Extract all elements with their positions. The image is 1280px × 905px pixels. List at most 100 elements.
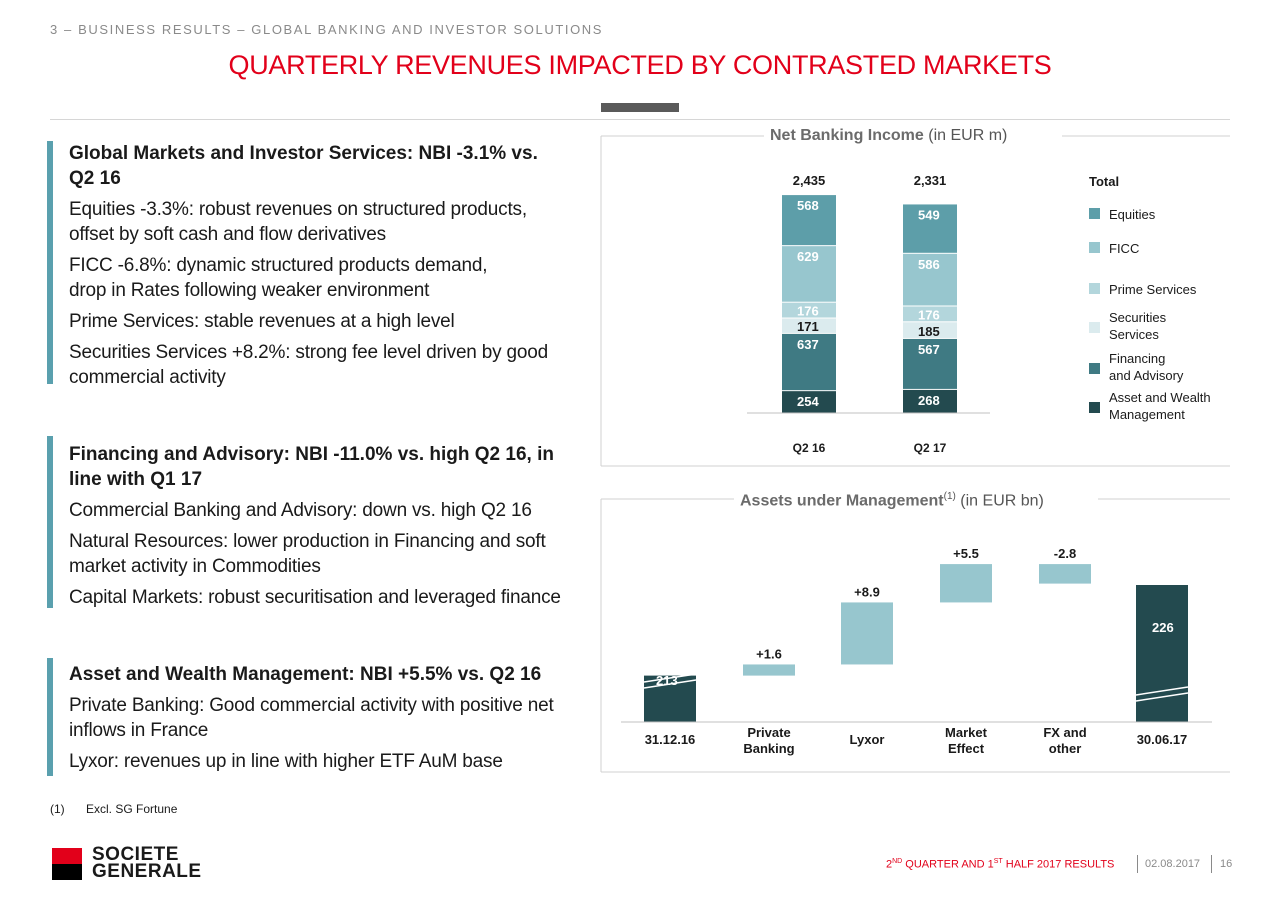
nbi-data-label: 171 bbox=[797, 319, 819, 334]
nbi-legend-swatch-financing-and-advisory bbox=[1089, 363, 1100, 374]
block-accent-bar bbox=[47, 436, 53, 608]
aum-axis-break bbox=[643, 679, 697, 689]
aum-data-label: +8.9 bbox=[854, 584, 880, 599]
nbi-bar-securities-services bbox=[903, 322, 957, 338]
results-suffix: HALF 2017 RESULTS bbox=[1002, 858, 1115, 871]
nbi-legend-label: Securities Services bbox=[1109, 310, 1167, 342]
aum-axis-break bbox=[1135, 686, 1189, 696]
aum-category-label: Market Effect bbox=[945, 725, 988, 756]
block-paragraph: Prime Services: stable revenues at a hig… bbox=[69, 311, 455, 332]
results-prefix: 2 bbox=[886, 858, 893, 871]
nbi-title-main: Net Banking Income bbox=[770, 127, 924, 144]
nbi-legend-swatch-securities-services bbox=[1089, 322, 1100, 333]
aum-data-label: +1.6 bbox=[756, 646, 782, 661]
nbi-bar-equities bbox=[782, 195, 836, 246]
nbi-chart-title: Net Banking Income (in EUR m) bbox=[770, 127, 1007, 145]
block-heading: Global Markets and Investor Services: NB… bbox=[69, 143, 538, 189]
block-paragraph: FICC -6.8%: dynamic structured products … bbox=[69, 255, 488, 301]
nbi-bar-equities bbox=[903, 204, 957, 253]
aum-bar-private-banking bbox=[743, 664, 795, 676]
nbi-bar-prime-services bbox=[782, 302, 836, 318]
aum-category-label: Private Banking bbox=[743, 725, 794, 756]
nbi-data-label: 568 bbox=[797, 198, 819, 213]
aum-category-label: Lyxor bbox=[850, 732, 885, 747]
results-sup-2: ST bbox=[993, 858, 1003, 865]
company-logo-text: SOCIETE GENERALE bbox=[92, 845, 202, 882]
aum-category-label: 30.06.17 bbox=[1137, 732, 1188, 747]
footnote: (1) Excl. SG Fortune bbox=[50, 802, 177, 816]
nbi-data-label: 586 bbox=[918, 257, 940, 272]
aum-bar-market-effect bbox=[940, 564, 992, 603]
nbi-bar-ficc bbox=[903, 253, 957, 306]
nbi-data-label: 637 bbox=[797, 337, 819, 352]
nbi-legend-swatch-prime-services bbox=[1089, 283, 1100, 294]
nbi-legend-label: Financing and Advisory bbox=[1109, 351, 1184, 383]
nbi-legend-label: FICC bbox=[1109, 241, 1139, 256]
aum-category-label: 31.12.16 bbox=[645, 732, 696, 747]
nbi-data-label: 176 bbox=[797, 304, 819, 319]
nbi-data-label: 549 bbox=[918, 207, 940, 222]
aum-data-label: +5.5 bbox=[953, 546, 979, 561]
nbi-legend-swatch-asset-and-wealth-management bbox=[1089, 402, 1100, 413]
nbi-legend-total: Total bbox=[1089, 174, 1119, 189]
results-sup-1: ND bbox=[892, 858, 903, 865]
header-accent-bar bbox=[601, 103, 679, 112]
footer-date: 02.08.2017 bbox=[1145, 858, 1201, 870]
footer-separator bbox=[1137, 855, 1138, 873]
footnote-text: Excl. SG Fortune bbox=[86, 802, 178, 816]
nbi-bar-financing-and-advisory bbox=[903, 338, 957, 389]
nbi-total-label: 2,435 bbox=[793, 173, 826, 188]
logo-line-2: GENERALE bbox=[92, 861, 202, 882]
nbi-bar-prime-services bbox=[903, 306, 957, 322]
section-label: 3 – BUSINESS RESULTS – GLOBAL BANKING AN… bbox=[50, 22, 604, 37]
nbi-legend-label: Asset and Wealth Management bbox=[1109, 390, 1211, 422]
header-divider bbox=[50, 119, 1230, 120]
nbi-legend-label: Equities bbox=[1109, 207, 1156, 222]
aum-bar-fx-and-other bbox=[1039, 564, 1091, 584]
block-heading: Financing and Advisory: NBI -11.0% vs. h… bbox=[69, 444, 554, 490]
results-mid: QUARTER AND 1 bbox=[902, 858, 994, 871]
nbi-panel-frame bbox=[600, 135, 1230, 467]
nbi-data-label: 254 bbox=[797, 394, 819, 409]
nbi-legend-swatch-equities bbox=[1089, 208, 1100, 219]
aum-chart-title: Assets under Management(1) (in EUR bn) bbox=[740, 491, 1044, 510]
nbi-bar-financing-and-advisory bbox=[782, 333, 836, 391]
nbi-category-label: Q2 16 bbox=[793, 441, 826, 455]
results-label: 2ND QUARTER AND 1ST HALF 2017 RESULTS bbox=[886, 858, 1114, 871]
aum-data-label: 226 bbox=[1152, 620, 1174, 635]
nbi-bar-asset-and-wealth-management bbox=[903, 389, 957, 413]
aum-title-unit: (in EUR bn) bbox=[960, 492, 1044, 510]
aum-axis-break bbox=[1135, 692, 1189, 702]
aum-category-label: FX and other bbox=[1043, 725, 1086, 756]
block-paragraph: Securities Services +8.2%: strong fee le… bbox=[69, 342, 548, 388]
aum-data-label: 213 bbox=[656, 673, 678, 688]
nbi-data-label: 567 bbox=[918, 342, 940, 357]
nbi-bar-asset-and-wealth-management bbox=[782, 391, 836, 413]
aum-title-main: Assets under Management bbox=[740, 492, 944, 510]
aum-data-label: -2.8 bbox=[1054, 546, 1076, 561]
nbi-total-label: 2,331 bbox=[914, 173, 947, 188]
aum-title-footnote: (1) bbox=[943, 491, 956, 502]
commentary-block-financing: Financing and Advisory: NBI -11.0% vs. h… bbox=[47, 436, 607, 608]
block-paragraph: Commercial Banking and Advisory: down vs… bbox=[69, 500, 532, 521]
footnote-number: (1) bbox=[50, 802, 65, 816]
logo-red-square bbox=[52, 848, 82, 864]
nbi-title-unit: (in EUR m) bbox=[928, 127, 1008, 144]
commentary-block-global-markets: Global Markets and Investor Services: NB… bbox=[47, 141, 607, 388]
nbi-data-label: 268 bbox=[918, 393, 940, 408]
block-accent-bar bbox=[47, 141, 53, 384]
block-paragraph: Capital Markets: robust securitisation a… bbox=[69, 587, 561, 608]
commentary-block-asset-wealth: Asset and Wealth Management: NBI +5.5% v… bbox=[47, 658, 607, 776]
page-number: 16 bbox=[1220, 858, 1233, 870]
footer-separator bbox=[1211, 855, 1212, 873]
block-paragraph: Private Banking: Good commercial activit… bbox=[69, 695, 554, 741]
block-heading: Asset and Wealth Management: NBI +5.5% v… bbox=[69, 664, 542, 685]
nbi-data-label: 185 bbox=[918, 324, 940, 339]
logo-black-square bbox=[52, 864, 82, 880]
nbi-bar-securities-services bbox=[782, 318, 836, 333]
nbi-category-label: Q2 17 bbox=[914, 441, 947, 455]
aum-panel-frame bbox=[600, 498, 1230, 773]
block-paragraph: Lyxor: revenues up in line with higher E… bbox=[69, 751, 503, 772]
